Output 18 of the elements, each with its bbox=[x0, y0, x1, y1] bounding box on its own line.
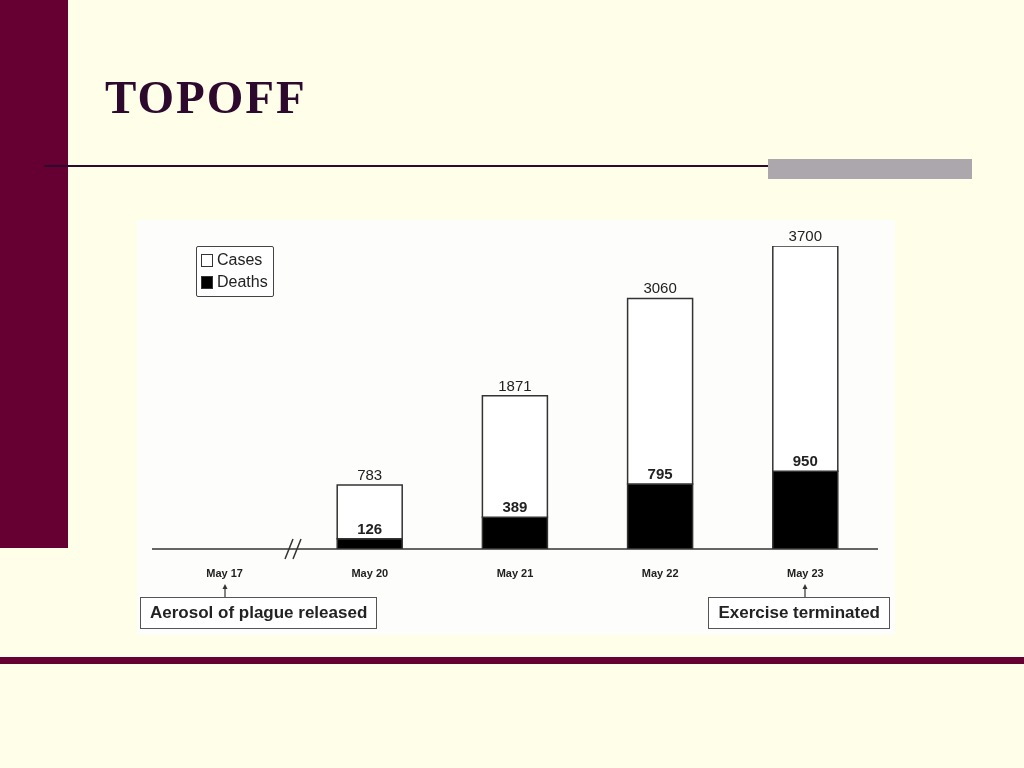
text: Exercise terminated bbox=[708, 597, 890, 629]
total-label: 1871 bbox=[498, 376, 532, 394]
total-label: 3700 bbox=[788, 227, 822, 244]
data-label: 950 bbox=[792, 452, 818, 470]
total-label: 783 bbox=[357, 465, 383, 483]
legend-label: Deaths bbox=[217, 272, 268, 292]
chart-title: TOPOFF bbox=[105, 71, 307, 123]
data-label: 795 bbox=[647, 464, 673, 482]
x-tick-label: May 22 bbox=[641, 566, 679, 579]
data-label: 389 bbox=[502, 498, 528, 516]
total-label: 3060 bbox=[643, 279, 677, 297]
x-tick-label: May 17 bbox=[206, 566, 243, 579]
data-label: 126 bbox=[357, 519, 383, 537]
text: Aerosol of plague released bbox=[140, 597, 378, 629]
x-tick-label: May 21 bbox=[496, 566, 534, 579]
x-tick-label: May 20 bbox=[351, 566, 389, 579]
x-tick-label: May 23 bbox=[787, 566, 824, 579]
legend-label: Cases bbox=[217, 250, 263, 270]
